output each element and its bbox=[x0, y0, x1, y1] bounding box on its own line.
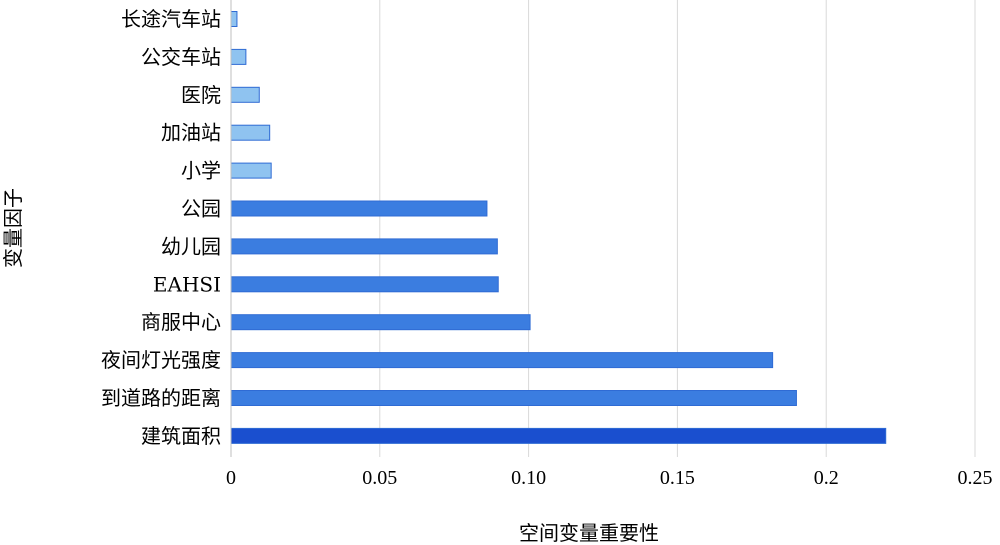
category-label: 商服中心 bbox=[141, 310, 221, 334]
bar bbox=[230, 200, 488, 217]
x-tick-label: 0.15 bbox=[660, 467, 695, 489]
grid-lines bbox=[379, 0, 976, 457]
bar bbox=[230, 162, 272, 179]
x-axis-title: 空间变量重要性 bbox=[519, 521, 659, 545]
bar bbox=[230, 314, 531, 331]
x-tick-label: 0.25 bbox=[958, 467, 993, 489]
category-label: 到道路的距离 bbox=[101, 386, 221, 410]
x-tick-label: 0 bbox=[226, 467, 236, 489]
bars bbox=[230, 11, 887, 444]
category-label: 夜间灯光强度 bbox=[101, 348, 221, 372]
category-label: 建筑面积 bbox=[141, 424, 221, 448]
category-label: EAHSI bbox=[153, 272, 221, 296]
category-label: 加油站 bbox=[161, 121, 221, 145]
bar bbox=[230, 352, 774, 369]
bar bbox=[230, 11, 238, 27]
bar bbox=[230, 238, 498, 255]
bar bbox=[230, 276, 499, 293]
category-label: 公园 bbox=[181, 197, 221, 221]
bar bbox=[230, 390, 797, 406]
x-tick-labels: 0 0.05 0.10 0.15 0.2 0.25 bbox=[226, 467, 993, 489]
bar bbox=[230, 86, 260, 103]
bar bbox=[230, 48, 247, 65]
category-label: 小学 bbox=[181, 159, 221, 183]
category-label: 医院 bbox=[181, 83, 221, 107]
category-label: 长途汽车站 bbox=[121, 7, 221, 31]
x-tick-label: 0.05 bbox=[362, 467, 397, 489]
category-label: 幼儿园 bbox=[161, 234, 221, 258]
x-tick-label: 0.10 bbox=[511, 467, 546, 489]
x-tick-label: 0.2 bbox=[814, 467, 839, 489]
bar bbox=[230, 124, 271, 141]
y-axis-title: 变量因子 bbox=[1, 188, 25, 268]
bar bbox=[230, 427, 887, 444]
category-label: 公交车站 bbox=[141, 45, 221, 69]
